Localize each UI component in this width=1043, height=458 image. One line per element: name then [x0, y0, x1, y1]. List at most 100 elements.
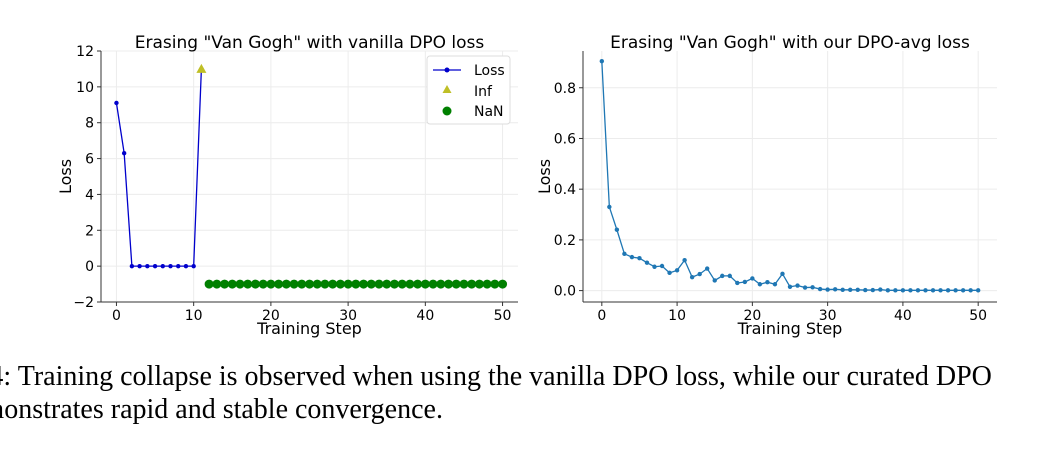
axes [579, 51, 997, 306]
y-tick-label: 0 [85, 259, 94, 275]
loss-point [176, 263, 181, 269]
nan-marker [204, 279, 214, 289]
nan-marker [459, 279, 469, 289]
legend-loss-label: Loss [474, 63, 505, 79]
nan-marker [281, 279, 291, 289]
nan-marker [289, 279, 299, 289]
loss-point [938, 288, 943, 293]
loss-point [114, 100, 119, 106]
y-axis-label: Loss [535, 159, 554, 194]
loss-point [810, 285, 815, 290]
nan-marker [335, 279, 345, 289]
y-tick-label: 6 [85, 152, 94, 168]
loss-point [160, 263, 165, 269]
loss-point [968, 288, 973, 293]
chart-title: Erasing "Van Gogh" with our DPO-avg loss [610, 33, 970, 53]
nan-marker [467, 279, 477, 289]
nan-marker [243, 279, 253, 289]
loss-line [115, 68, 203, 267]
loss-point [689, 274, 695, 280]
caption-line-2: emonstrates rapid and stable convergence… [0, 394, 443, 425]
nan-marker [436, 279, 446, 289]
loss-point [960, 288, 966, 293]
loss-point [870, 287, 875, 293]
nan-marker [258, 279, 268, 289]
loss-point [637, 255, 642, 261]
nan-marker [482, 279, 492, 289]
legend: Loss Inf NaN [426, 55, 511, 125]
y-tick-label: 2 [85, 223, 94, 239]
nan-marker [235, 279, 245, 289]
nan-marker [366, 279, 376, 289]
y-tick-label: 0.2 [554, 233, 576, 249]
loss-point [780, 271, 785, 277]
loss-point [682, 257, 687, 263]
loss-point [795, 283, 800, 288]
loss-point [674, 268, 680, 273]
x-tick-label: 30 [339, 308, 357, 324]
loss-point [975, 288, 981, 293]
legend-inf-label: Inf [474, 84, 493, 100]
loss-point [652, 264, 657, 269]
loss-point [121, 150, 127, 156]
tick-labels: 0 10 20 30 40 50 0.0 0.2 0.4 0.6 0.8 [554, 81, 987, 324]
nan-marker [359, 279, 369, 289]
loss-point [735, 280, 740, 286]
y-tick-label: 12 [76, 44, 94, 60]
loss-point [750, 276, 755, 281]
nan-marker [343, 279, 353, 289]
loss-point [757, 282, 763, 287]
x-tick-label: 20 [262, 308, 280, 324]
x-tick-label: 0 [112, 308, 121, 324]
loss-point [848, 287, 853, 293]
loss-point [772, 282, 778, 287]
nan-marker [312, 279, 322, 289]
loss-point [137, 263, 142, 269]
nan-marker [420, 279, 430, 289]
nan-marker [389, 279, 399, 289]
loss-point [614, 227, 620, 232]
figure-caption: e 4: Training collapse is observed when … [0, 360, 1043, 426]
loss-point [863, 287, 868, 293]
legend-loss-marker [444, 67, 450, 73]
x-tick-label: 30 [819, 308, 837, 324]
nan-marker [320, 279, 330, 289]
x-tick-label: 50 [969, 308, 987, 324]
y-tick-label: 4 [85, 187, 94, 203]
loss-point [787, 284, 793, 289]
nan-marker [297, 279, 307, 289]
y-tick-label: 0.4 [554, 182, 576, 198]
caption-line-1: e 4: Training collapse is observed when … [0, 361, 992, 392]
nan-marker [490, 279, 500, 289]
x-tick-label: 50 [494, 308, 512, 324]
loss-point [840, 287, 845, 293]
loss-point [697, 271, 702, 277]
x-tick-label: 10 [185, 308, 203, 324]
legend-inf-marker [442, 85, 452, 93]
loss-point [712, 278, 717, 283]
loss-point [720, 273, 725, 279]
loss-point [923, 288, 928, 293]
nan-marker [274, 279, 284, 289]
nan-marker [305, 279, 314, 289]
x-tick-label: 20 [743, 308, 761, 324]
y-tick-label: 0.0 [554, 284, 576, 300]
loss-point [644, 260, 650, 265]
loss-point [915, 288, 921, 293]
legend-nan-label: NaN [474, 104, 504, 120]
nan-marker [351, 279, 361, 289]
y-axis-label: Loss [56, 159, 75, 194]
loss-point [825, 287, 830, 292]
nan-marker [220, 279, 230, 289]
loss-point [817, 286, 823, 292]
nan-marker [328, 279, 338, 289]
loss-point [765, 280, 770, 285]
loss-point [855, 287, 860, 293]
nan-marker [451, 279, 461, 289]
loss-point [727, 273, 732, 279]
loss-point [667, 270, 672, 276]
loss-line [601, 61, 979, 291]
chart-dpo-avg: 0 10 20 30 40 50 0.0 0.2 0.4 0.6 0.8 Erasing "Van … [535, 33, 997, 338]
nan-marker [212, 279, 222, 289]
x-tick-label: 0 [597, 308, 606, 324]
